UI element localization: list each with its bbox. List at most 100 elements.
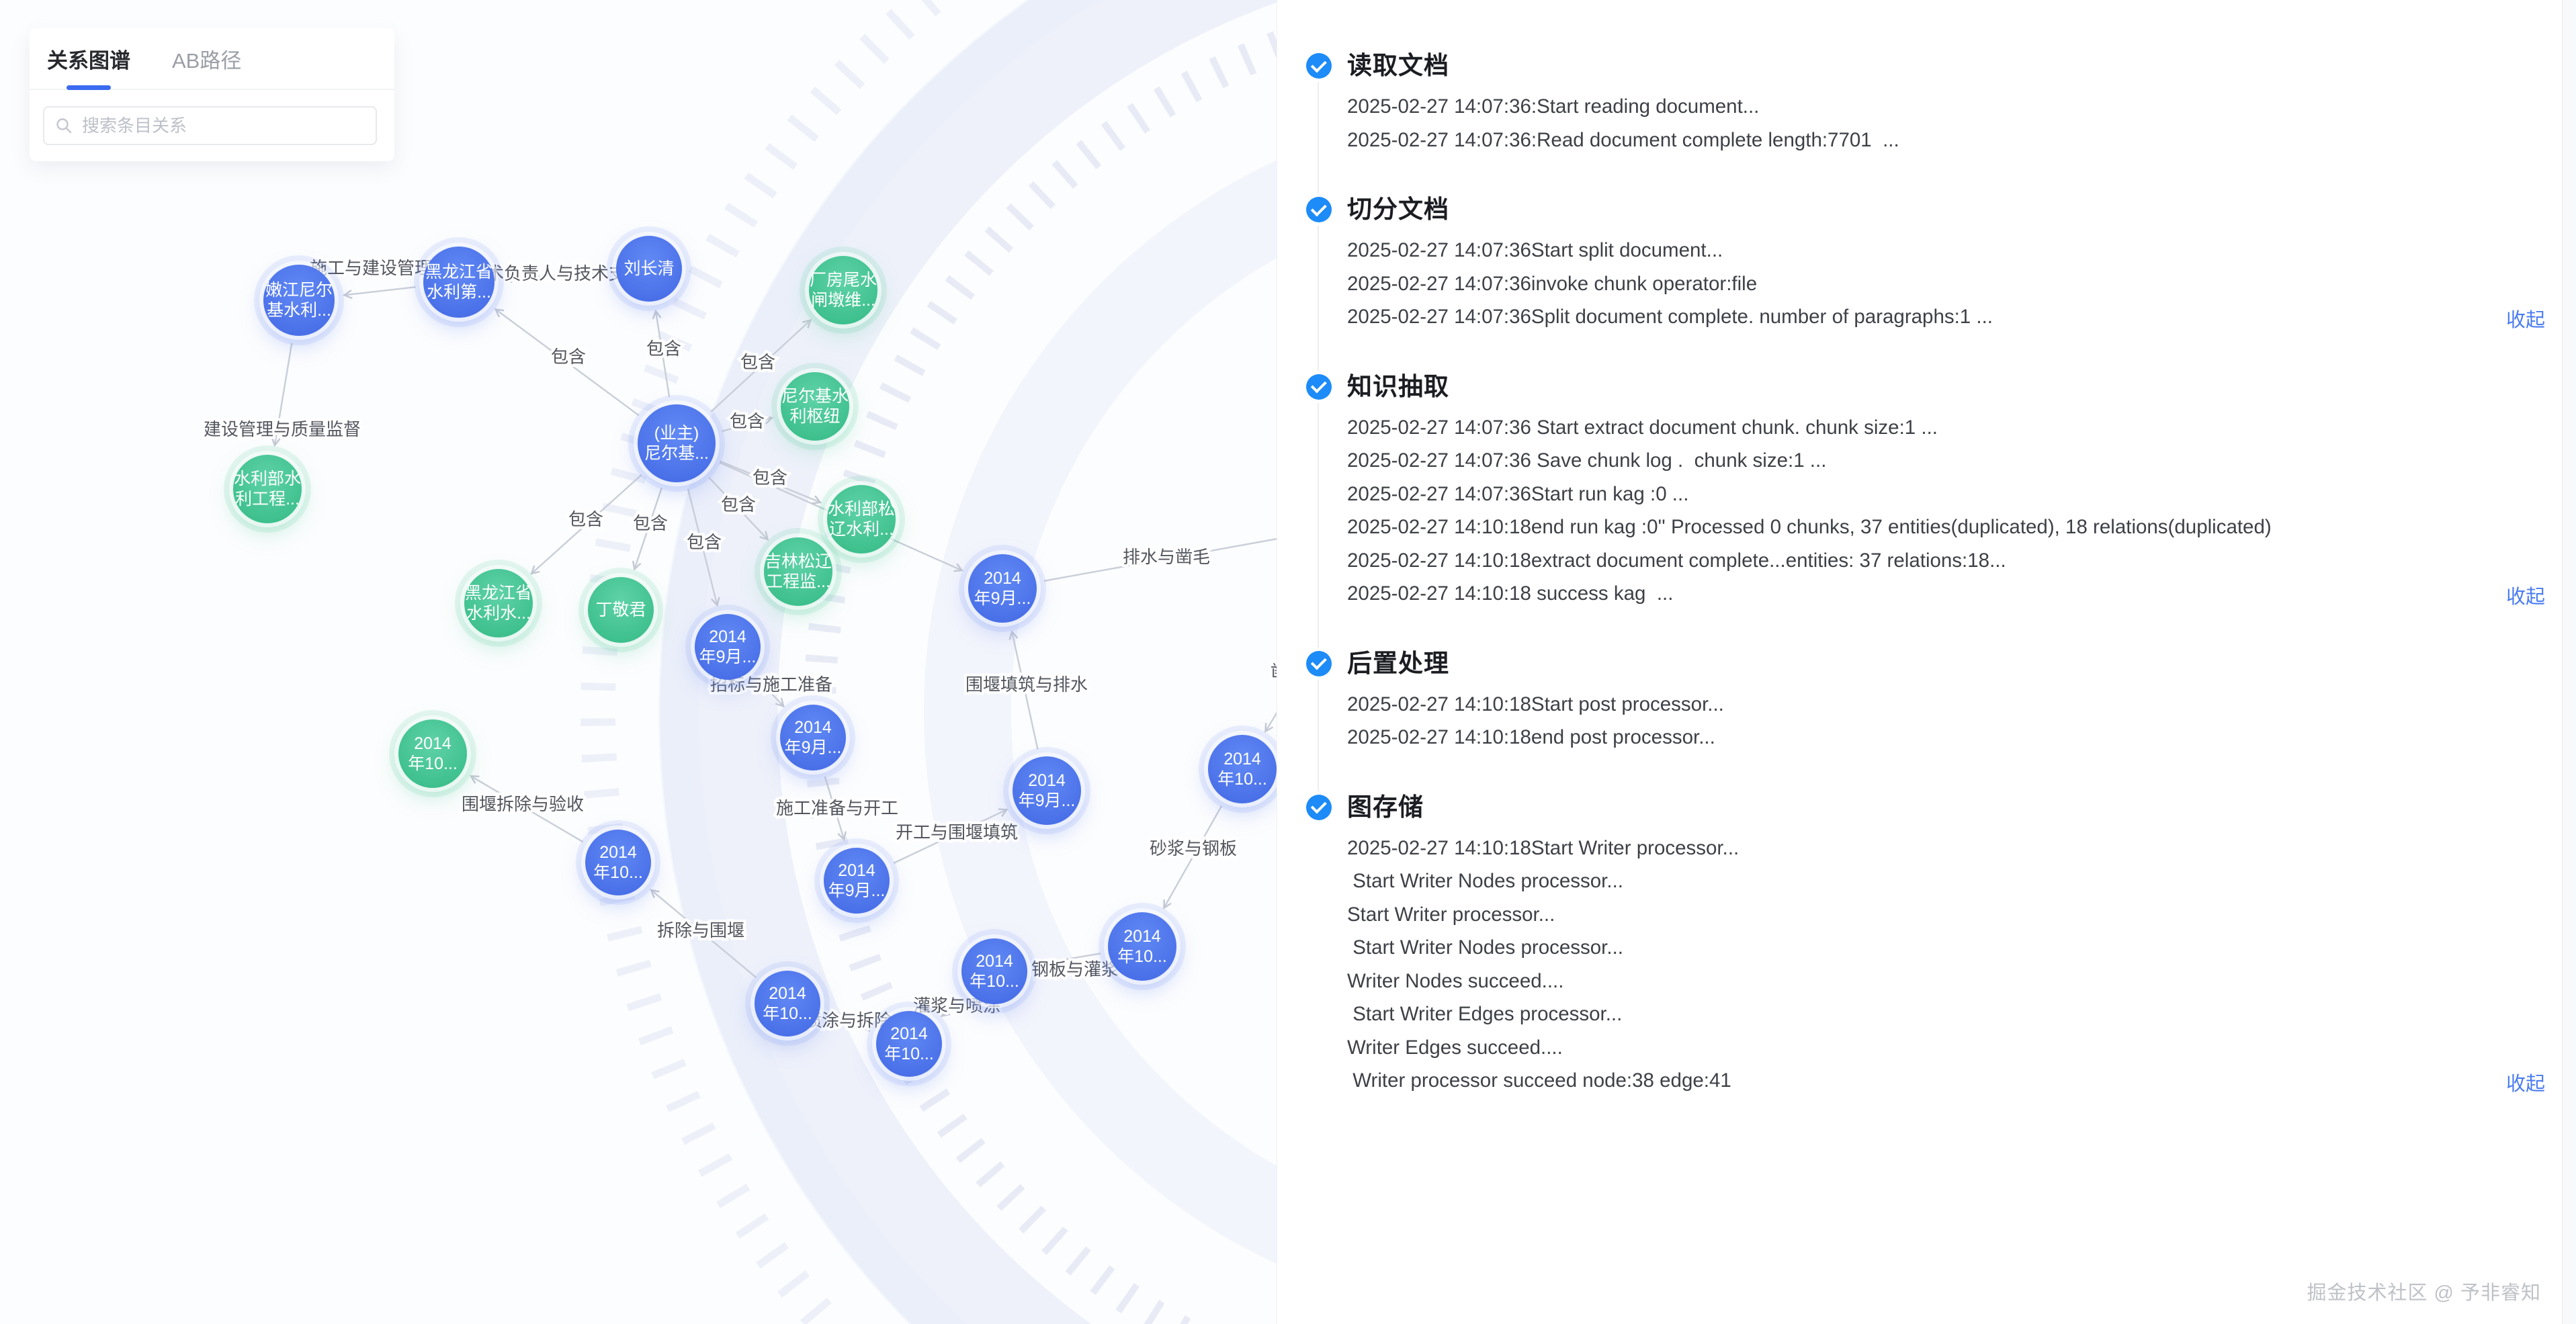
check-icon — [1310, 200, 1327, 216]
graph-node[interactable]: 2014 年9月... — [824, 848, 890, 914]
log-line: Writer processor succeed node:38 edge:41 — [1347, 1069, 1731, 1092]
graph-node-label: 2014 — [1123, 926, 1161, 946]
edge-label: 包含 — [633, 513, 668, 533]
graph-node-label: 嫩江尼尔 — [265, 280, 333, 300]
graph-node[interactable]: 2014 年9月... — [968, 554, 1037, 623]
graph-edge — [1037, 953, 1101, 964]
step-success-check-icon — [1306, 373, 1332, 400]
graph-node-label: 2014 — [709, 627, 746, 646]
graph-node[interactable]: 2014 年10... — [585, 830, 651, 895]
graph-filter-card: 关系图谱 AB路径 — [30, 28, 394, 161]
edge-label: 包含 — [753, 468, 787, 488]
step-success-check-icon — [1306, 650, 1332, 676]
graph-node[interactable]: 黑龙江省 水利水... — [464, 569, 533, 637]
graph-node[interactable]: 吉林松辽 工程监... — [764, 537, 832, 606]
step-title: 知识抽取 — [1347, 372, 1449, 400]
graph-node[interactable]: 尼尔基水 利枢纽 — [781, 372, 849, 441]
pipeline-step: 读取文档 2025-02-27 14:07:36:Start reading do… — [1277, 50, 2576, 157]
log-line: 2025-02-27 14:07:36:Read document comple… — [1347, 128, 1899, 151]
edge-label: 包含 — [721, 494, 756, 515]
graph-node-label: 黑龙江省 — [425, 262, 492, 281]
graph-node[interactable]: 2014 年10... — [876, 1011, 942, 1077]
graph-node[interactable]: 水利部水 利工程... — [233, 455, 302, 523]
log-line: 2025-02-27 14:10:18 success kag ... — [1347, 582, 1674, 605]
graph-node-label: 年9月... — [1018, 791, 1076, 810]
graph-node-label: 2014 — [794, 717, 832, 737]
graph-node-label: 2014 — [890, 1024, 928, 1043]
graph-node-label: 年10... — [1117, 947, 1167, 966]
log-line: 2025-02-27 14:07:36Split document comple… — [1347, 306, 1993, 328]
graph-node-label: 年10... — [1217, 770, 1267, 789]
graph-edge — [1012, 632, 1039, 750]
graph-node-label: 年10... — [408, 754, 458, 773]
graph-node-label: 2014 — [599, 842, 637, 862]
graph-node[interactable]: 黑龙江省 水利第... — [423, 247, 495, 318]
graph-node-label: 2014 — [838, 860, 875, 880]
log-steps: 读取文档 2025-02-27 14:07:36:Start reading do… — [1277, 50, 2576, 1098]
collapse-link[interactable]: 收起 — [2505, 309, 2545, 331]
collapse-link[interactable]: 收起 — [2505, 586, 2545, 608]
graph-edge — [1043, 538, 1277, 582]
edge-label: 排水与凿毛 — [1123, 547, 1210, 567]
log-line: 2025-02-27 14:10:18Start post processor.… — [1347, 693, 1724, 715]
graph-node-label: 尼尔基水 — [781, 386, 849, 406]
log-line: Writer Edges succeed.... — [1347, 1036, 1563, 1059]
graph-node-label: 基水利... — [267, 301, 331, 320]
log-line: 2025-02-27 14:10:18extract document comp… — [1347, 549, 2006, 572]
edge-label: 施工与建设管理 — [310, 258, 432, 278]
graph-node[interactable]: 2014 年9月... — [1013, 756, 1081, 825]
graph-node-label: 水利部松 — [827, 499, 895, 519]
search-input[interactable] — [81, 114, 365, 137]
pipeline-step: 图存储 2025-02-27 14:10:18Start Writer proce… — [1277, 791, 2576, 1098]
graph-node[interactable]: 厂房尾水 闸墩维... — [809, 256, 877, 324]
graph-node[interactable]: 2014 年9月... — [780, 705, 846, 770]
pipeline-step: 切分文档 2025-02-27 14:07:36Start split docum… — [1277, 193, 2576, 334]
graph-node[interactable]: 刘长清 — [616, 236, 682, 302]
log-line: 2025-02-27 14:07:36invoke chunk operator… — [1347, 272, 1758, 295]
pipeline-log-panel: 读取文档 2025-02-27 14:07:36:Start reading do… — [1277, 0, 2576, 1324]
graph-node[interactable]: 嫩江尼尔 基水利... — [263, 265, 335, 336]
collapse-link[interactable]: 收起 — [2505, 1073, 2545, 1095]
graph-node[interactable]: 水利部松 辽水利... — [827, 485, 896, 554]
graph-node[interactable]: 2014 年10... — [961, 938, 1027, 1004]
graph-node-label: (业主) — [654, 423, 699, 443]
log-line: Start Writer processor... — [1347, 903, 1555, 926]
graph-node[interactable]: 2014 年10... — [398, 719, 467, 788]
step-success-check-icon — [1306, 53, 1332, 79]
graph-edge — [755, 676, 783, 705]
tab-relation-graph[interactable]: 关系图谱 — [47, 30, 130, 87]
graph-node[interactable]: 2014 年10... — [755, 971, 820, 1036]
graph-node[interactable]: 2014 年10... — [1108, 912, 1176, 981]
graph-edge — [893, 810, 1006, 864]
log-line: 2025-02-27 14:07:36:Start reading docume… — [1347, 95, 1760, 118]
check-icon — [1310, 654, 1327, 670]
graph-node[interactable]: 丁敬君 — [588, 577, 654, 643]
graph-node-label: 水利水... — [466, 604, 531, 623]
scrollbar[interactable] — [2562, 0, 2576, 1324]
graph-node-label: 2014 — [976, 951, 1013, 971]
graph-node-label: 吉林松辽 — [764, 551, 832, 571]
log-line: 2025-02-27 14:07:36Start split document.… — [1347, 239, 1723, 261]
edge-label: 包含 — [730, 411, 765, 431]
step-title: 读取文档 — [1347, 52, 1449, 79]
graph-node[interactable]: 2014 年9月... — [695, 614, 761, 680]
log-line: Start Writer Edges processor... — [1347, 1003, 1623, 1025]
graph-node-label: 2014 — [984, 568, 1021, 588]
check-icon — [1310, 377, 1327, 394]
graph-node[interactable]: 2014 年10... — [1208, 735, 1277, 803]
graph-node[interactable]: (业主) 尼尔基... — [638, 404, 716, 482]
tab-ab-path[interactable]: AB路径 — [172, 48, 242, 73]
background-ring-decoration — [581, 0, 1277, 1324]
graph-node-label: 利枢纽 — [789, 407, 841, 426]
search-box[interactable] — [43, 106, 377, 145]
edge-label: 开工与围堰填筑 — [896, 822, 1018, 842]
graph-node-label: 2014 — [1223, 749, 1261, 768]
check-icon — [1310, 56, 1327, 73]
step-title: 后置处理 — [1347, 649, 1449, 677]
graph-node-label: 年10... — [763, 1004, 812, 1023]
graph-edge — [1164, 805, 1223, 908]
graph-node-label: 闸墩维... — [811, 291, 875, 310]
edge-label: 包含 — [568, 509, 603, 529]
